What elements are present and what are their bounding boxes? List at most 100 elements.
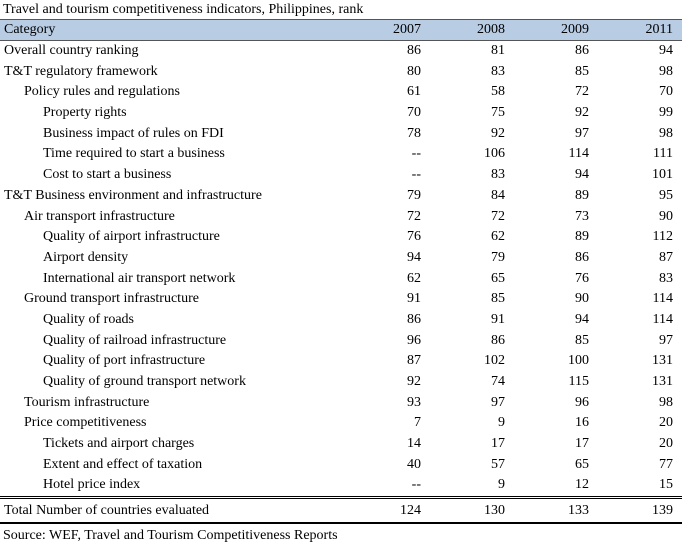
rank-cell: 92	[407, 374, 421, 389]
row-label: Price competitiveness	[24, 415, 147, 431]
rank-cell: 77	[659, 456, 673, 472]
row-label: Quality of airport infrastructure	[43, 229, 220, 245]
table-row: Policy rules and regulations 61 58 72 70	[0, 82, 682, 103]
rank-cell: 62	[491, 229, 505, 245]
rank-cell: 65	[575, 456, 589, 472]
rank-cell: 40	[407, 456, 421, 472]
rank-cell: 17	[491, 436, 505, 452]
rank-cell: 17	[575, 436, 589, 452]
rank-cell: 84	[491, 187, 505, 203]
rank-cell: 114	[568, 146, 589, 162]
table-row: International air transport network 62 65 7…	[0, 269, 682, 290]
table-row: Quality of airport infrastructure 76 62 89 1…	[0, 227, 682, 248]
rank-cell: 14	[407, 436, 421, 452]
table-row: Quality of ground transport network 92 74 1…	[0, 372, 682, 393]
rank-cell: 70	[407, 105, 421, 121]
row-label: Business impact of rules on FDI	[43, 125, 224, 141]
rank-cell: 83	[659, 270, 673, 286]
rank-cell: 87	[407, 353, 421, 369]
rank-cell: 90	[659, 208, 673, 224]
rank-cell: 86	[407, 43, 421, 58]
table-row: Quality of port infrastructure 87 102 100 13…	[0, 351, 682, 372]
rank-cell: 61	[407, 84, 421, 100]
row-label: Property rights	[43, 105, 127, 121]
total-rank-cell: 130	[430, 496, 514, 525]
column-header-category: Category	[0, 19, 346, 41]
table-title: Travel and tourism competitiveness indic…	[3, 2, 364, 17]
rank-cell: 15	[659, 477, 673, 493]
rank-cell: 92	[575, 105, 589, 121]
rank-cell: 87	[659, 249, 673, 265]
rank-cell: 114	[652, 311, 673, 327]
rank-cell: 96	[575, 394, 589, 410]
row-label: T&T Business environment and infrastruct…	[4, 187, 262, 203]
rank-cell: 102	[484, 353, 505, 369]
row-label: Tourism infrastructure	[24, 394, 150, 410]
rank-cell: 94	[575, 311, 589, 327]
rank-cell: 91	[491, 311, 505, 327]
column-header-2007: 2007	[346, 19, 430, 41]
rank-cell: 92	[491, 125, 505, 141]
rank-cell: 97	[575, 125, 589, 141]
rank-cell: 75	[491, 105, 505, 121]
table-row: Price competitiveness 7 9 16 20	[0, 413, 682, 434]
column-header-2009: 2009	[514, 19, 598, 41]
rank-cell: --	[411, 167, 421, 183]
rank-cell: 101	[652, 167, 673, 183]
rank-cell: 80	[407, 63, 421, 79]
rank-cell: 73	[575, 208, 589, 224]
rank-cell: 86	[407, 311, 421, 327]
rank-cell: 16	[575, 415, 589, 431]
rank-cell: 95	[659, 187, 673, 203]
row-label: Extent and effect of taxation	[43, 456, 203, 472]
rank-cell: 99	[659, 105, 673, 121]
rank-cell: 98	[659, 125, 673, 141]
rank-cell: 114	[652, 291, 673, 307]
source-note: Source: WEF, Travel and Tourism Competit…	[3, 528, 338, 544]
rank-cell: 97	[491, 394, 505, 410]
rank-cell: 131	[652, 353, 673, 369]
rank-cell: 72	[491, 208, 505, 224]
row-label: Quality of railroad infrastructure	[43, 332, 227, 348]
table-row: Cost to start a business -- 83 94 101	[0, 165, 682, 186]
row-label: Air transport infrastructure	[24, 208, 175, 224]
table-row: Extent and effect of taxation 40 57 65 77	[0, 455, 682, 476]
header-row: Category 2007 2008 2009 2011	[0, 19, 682, 41]
rank-cell: 83	[491, 63, 505, 79]
table-row: Quality of roads 86 91 94 114	[0, 310, 682, 331]
rank-cell: 106	[484, 146, 505, 162]
row-label: Airport density	[43, 249, 129, 265]
rank-cell: 72	[575, 84, 589, 100]
rank-cell: 76	[407, 229, 421, 245]
table-row: Property rights 70 75 92 99	[0, 103, 682, 124]
rank-cell: 86	[491, 332, 505, 348]
rank-cell: 112	[652, 229, 673, 245]
rank-cell: 72	[407, 208, 421, 224]
table-body: Overall country ranking 86 81 86 94 T&T regul…	[0, 41, 682, 498]
rank-cell: 70	[659, 84, 673, 100]
row-label: International air transport network	[43, 270, 236, 286]
row-label: Cost to start a business	[43, 167, 172, 183]
rank-cell: 81	[491, 43, 505, 58]
row-label: Ground transport infrastructure	[24, 291, 199, 307]
total-rank-cell: 124	[346, 496, 430, 525]
rank-cell: 85	[491, 291, 505, 307]
rank-cell: 9	[498, 415, 505, 431]
rank-cell: 94	[575, 167, 589, 183]
rank-cell: 85	[575, 63, 589, 79]
table-row: Tickets and airport charges 14 17 17 20	[0, 434, 682, 455]
row-label: Hotel price index	[43, 477, 141, 493]
column-header-2011: 2011	[598, 19, 682, 41]
table-row: Time required to start a business -- 106 11…	[0, 144, 682, 165]
rank-cell: 131	[652, 374, 673, 389]
rank-cell: 94	[659, 43, 673, 58]
rank-cell: 83	[491, 167, 505, 183]
row-label: Quality of port infrastructure	[43, 353, 206, 369]
rank-cell: 20	[659, 436, 673, 452]
total-row-label: Total Number of countries evaluated	[0, 496, 346, 525]
table-row: Air transport infrastructure 72 72 73 90	[0, 207, 682, 228]
rank-cell: 98	[659, 394, 673, 410]
rank-cell: 9	[498, 477, 505, 493]
total-rank-cell: 133	[514, 496, 598, 525]
rank-cell: 76	[575, 270, 589, 286]
